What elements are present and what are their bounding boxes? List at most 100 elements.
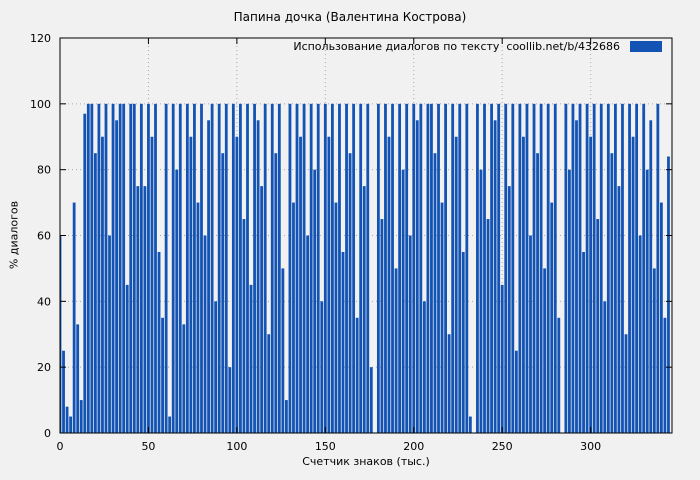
- bar: [139, 103, 143, 433]
- bar: [352, 103, 356, 433]
- bar: [150, 136, 154, 433]
- bar: [359, 103, 363, 433]
- bar: [663, 317, 667, 433]
- bar: [224, 103, 228, 433]
- bar: [458, 103, 462, 433]
- bar: [635, 103, 639, 433]
- bar: [338, 103, 341, 433]
- bar: [260, 186, 264, 433]
- svg-text:100: 100: [226, 440, 247, 453]
- bar: [323, 103, 327, 433]
- bar: [62, 350, 65, 433]
- bar: [454, 136, 458, 433]
- bar: [394, 268, 398, 433]
- svg-text:200: 200: [403, 440, 424, 453]
- bar: [161, 317, 164, 433]
- bar: [468, 416, 472, 433]
- bar: [582, 251, 585, 433]
- bar: [355, 317, 359, 433]
- bar: [504, 103, 508, 433]
- bar: [476, 103, 479, 433]
- bar: [529, 235, 532, 433]
- bar: [387, 136, 391, 433]
- bar: [479, 169, 483, 433]
- svg-text:300: 300: [580, 440, 601, 453]
- bar: [242, 219, 246, 433]
- bar: [483, 103, 486, 433]
- bar: [422, 301, 426, 433]
- bar: [659, 202, 663, 433]
- bar: [189, 136, 193, 433]
- bar: [614, 103, 617, 433]
- bar: [104, 103, 108, 433]
- svg-text:0: 0: [44, 427, 51, 440]
- bar: [589, 136, 593, 433]
- bar: [536, 153, 539, 433]
- bar: [288, 103, 292, 433]
- bar: [168, 416, 172, 433]
- bar: [522, 136, 525, 433]
- bar: [656, 103, 660, 433]
- bar: [221, 153, 225, 433]
- bar: [292, 202, 295, 433]
- bar: [628, 103, 631, 433]
- bar: [154, 103, 157, 433]
- bar: [649, 120, 653, 433]
- bar: [267, 334, 271, 433]
- bar: [86, 103, 90, 433]
- bar: [277, 103, 281, 433]
- bar: [486, 219, 490, 433]
- bar: [207, 120, 210, 433]
- bar: [263, 103, 267, 433]
- bar: [65, 406, 69, 433]
- bar: [313, 169, 317, 433]
- legend: Использование диалогов по тексту coollib…: [293, 40, 662, 53]
- bar: [136, 186, 140, 433]
- bar: [603, 301, 607, 433]
- bar: [118, 103, 122, 433]
- bar: [384, 103, 387, 433]
- bar: [256, 120, 260, 433]
- bar: [415, 120, 419, 433]
- bar: [500, 284, 504, 433]
- bar: [302, 103, 306, 433]
- bar: [610, 153, 614, 433]
- bar: [493, 120, 497, 433]
- bar: [391, 103, 394, 433]
- bar: [122, 103, 126, 433]
- bar: [309, 103, 313, 433]
- svg-text:20: 20: [37, 361, 51, 374]
- bar: [334, 202, 338, 433]
- bar: [249, 284, 253, 433]
- bar: [461, 251, 465, 433]
- bar: [231, 103, 235, 433]
- bar: [511, 103, 515, 433]
- bar: [362, 186, 366, 433]
- bar: [132, 103, 136, 433]
- bar: [645, 169, 649, 433]
- bar: [440, 202, 444, 433]
- svg-text:100: 100: [30, 98, 51, 111]
- bar: [550, 202, 554, 433]
- svg-text:150: 150: [315, 440, 336, 453]
- bar: [111, 103, 115, 433]
- bar: [228, 367, 232, 433]
- bar: [376, 103, 380, 433]
- bar: [571, 103, 575, 433]
- bar: [175, 169, 179, 433]
- bar: [281, 268, 285, 433]
- bar: [596, 219, 600, 433]
- bar: [157, 251, 161, 433]
- bar: [320, 301, 324, 433]
- bar: [193, 103, 196, 433]
- svg-text:120: 120: [30, 32, 51, 45]
- bar: [543, 268, 547, 433]
- bar: [497, 103, 501, 433]
- bar: [437, 103, 440, 433]
- bar: [125, 284, 129, 433]
- bar: [575, 120, 578, 433]
- bar: [79, 400, 83, 433]
- bar: [380, 219, 384, 433]
